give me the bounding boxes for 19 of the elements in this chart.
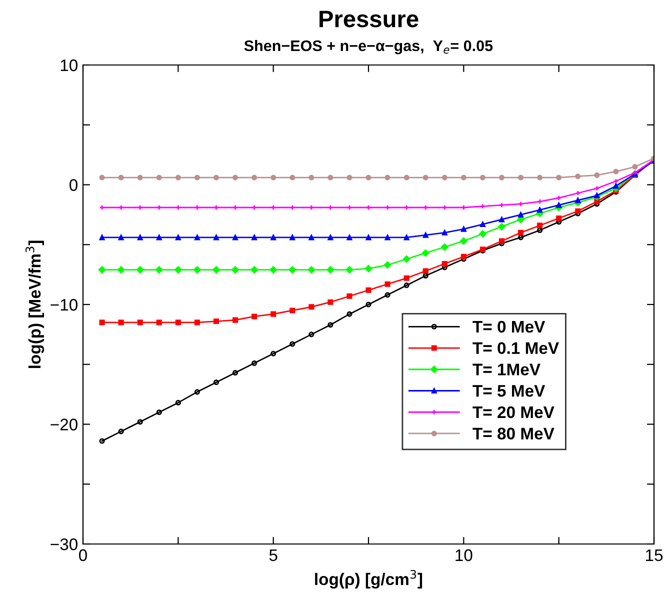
y-tick-label: −20 <box>50 418 78 430</box>
chart-subtitle: Shen−EOS + n−e−α−gas, Y$_{e}$= 0.05 <box>244 40 493 54</box>
y-tick-label: 0 <box>70 179 78 191</box>
y-tick-label: −10 <box>50 298 78 311</box>
legend-label: T= 0.1 MeV <box>472 342 559 354</box>
y-tick-label: 10 <box>60 59 78 72</box>
legend-label: T= 0 MeV <box>472 320 546 333</box>
x-tick-label: 0 <box>79 549 87 562</box>
y-tick-label: −30 <box>50 538 78 550</box>
x-axis-title: log(ρ) [g/cm$^{3}$] <box>315 570 422 589</box>
x-tick-label: 15 <box>646 549 663 562</box>
y-axis-title: log(p) [MeV/fm$^{3}$] <box>25 240 44 368</box>
legend-label: T= 1MeV <box>472 364 540 376</box>
legend-label: T= 20 MeV <box>472 406 554 418</box>
x-tick-label: 10 <box>456 549 472 562</box>
chart-title: Pressure <box>320 10 418 28</box>
legend-label: T= 80 MeV <box>472 428 554 440</box>
legend-label: T= 5 MeV <box>472 385 546 397</box>
x-tick-label: 5 <box>269 549 278 562</box>
